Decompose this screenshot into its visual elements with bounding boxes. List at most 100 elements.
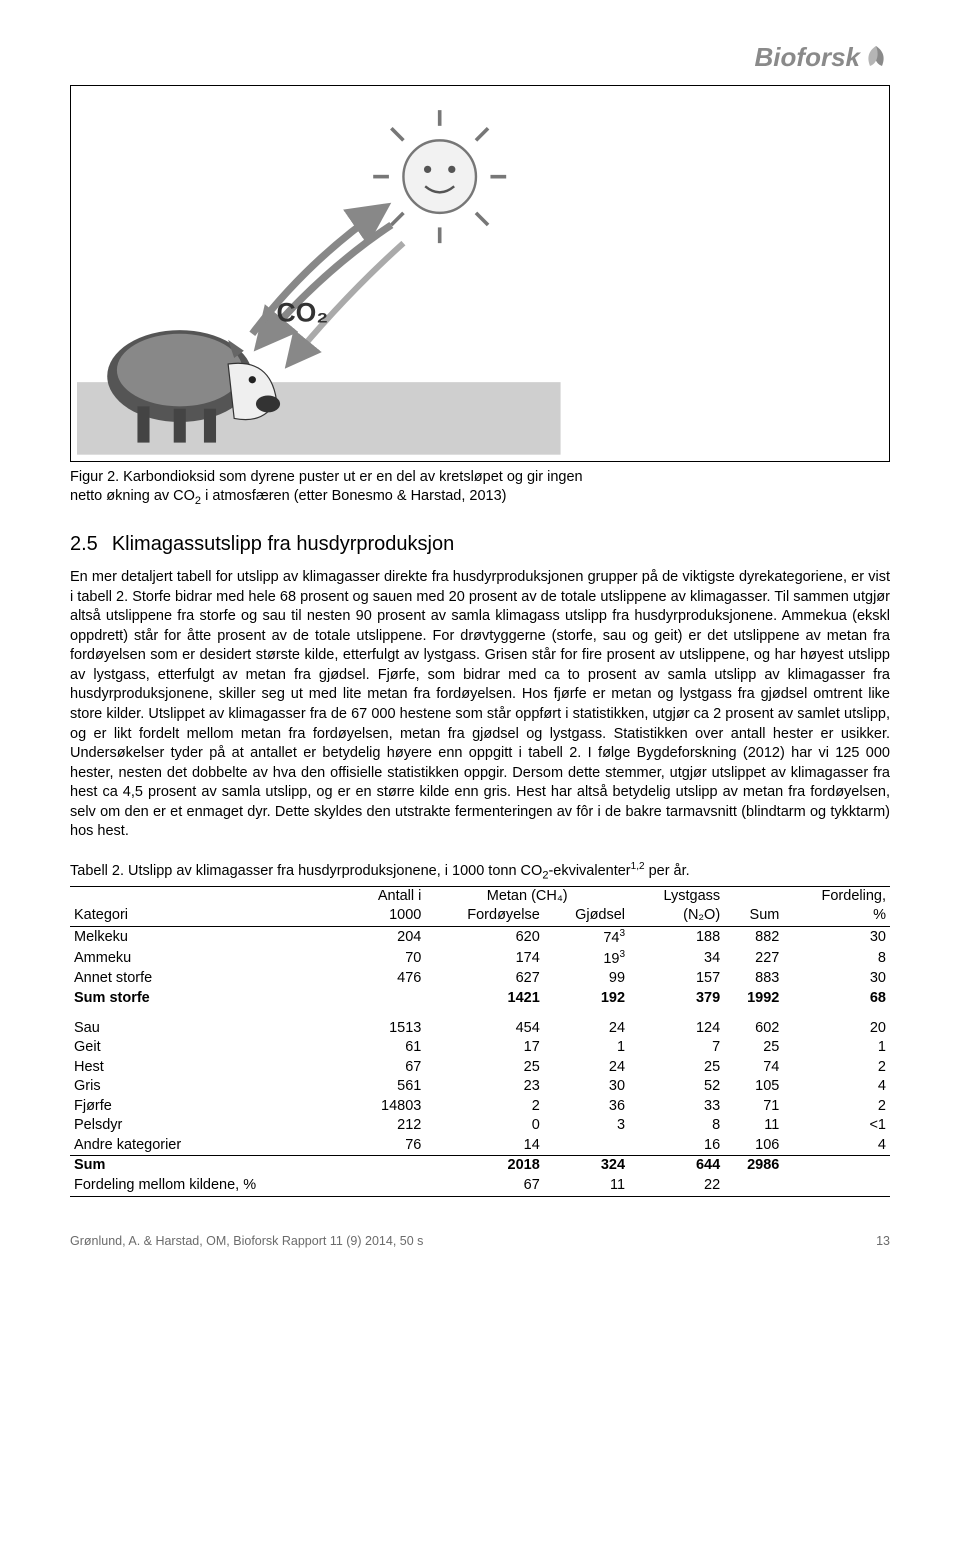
cell-fordoyelse: 627 [425, 969, 543, 989]
table-row: Andre kategorier7614161064 [70, 1136, 890, 1156]
row-sum-total: Sum20183246442986 [70, 1156, 890, 1176]
cell-fordoyelse: 23 [425, 1077, 543, 1097]
cell-gjodsel: 24 [544, 1058, 629, 1078]
cell-sum: 74 [724, 1058, 783, 1078]
cell-kategori: Andre kategorier [70, 1136, 350, 1156]
leaf-icon [862, 44, 890, 72]
cell-lystgass: 124 [629, 1019, 724, 1039]
cell-gjodsel: 324 [544, 1156, 629, 1176]
cell-gjodsel: 30 [544, 1077, 629, 1097]
th-metan: Metan (CH₄) [425, 886, 629, 906]
cell-pct: 1 [783, 1038, 890, 1058]
cell-lystgass: 22 [629, 1176, 724, 1196]
cell-gjodsel: 99 [544, 969, 629, 989]
cell-lystgass: 52 [629, 1077, 724, 1097]
cell-pct: 68 [783, 989, 890, 1009]
th-kategori: Kategori [70, 886, 350, 926]
cell-pct [783, 1156, 890, 1176]
cell-lystgass: 188 [629, 926, 724, 948]
th-antall-top: Antall i [350, 886, 426, 906]
cell-kategori: Geit [70, 1038, 350, 1058]
cell-lystgass: 33 [629, 1097, 724, 1117]
cell-kategori: Fjørfe [70, 1097, 350, 1117]
cell-kategori: Fordeling mellom kildene, % [70, 1176, 350, 1196]
cell-gjodsel: 192 [544, 989, 629, 1009]
cell-antall: 67 [350, 1058, 426, 1078]
cell-gjodsel: 743 [544, 926, 629, 948]
th-lystgass-bot: (N₂O) [629, 906, 724, 926]
cell-kategori: Gris [70, 1077, 350, 1097]
cell-kategori: Hest [70, 1058, 350, 1078]
cell-fordoyelse: 1421 [425, 989, 543, 1009]
cell-antall: 476 [350, 969, 426, 989]
cell-pct: 4 [783, 1077, 890, 1097]
cell-lystgass: 25 [629, 1058, 724, 1078]
cell-gjodsel: 3 [544, 1116, 629, 1136]
table-row: Sau15134542412460220 [70, 1019, 890, 1039]
table-row: Melkeku20462074318888230 [70, 926, 890, 948]
cell-antall [350, 1176, 426, 1196]
cell-gjodsel: 24 [544, 1019, 629, 1039]
cell-fordoyelse: 67 [425, 1176, 543, 1196]
cell-fordoyelse: 174 [425, 948, 543, 969]
cell-kategori: Pelsdyr [70, 1116, 350, 1136]
cell-pct: <1 [783, 1116, 890, 1136]
cell-lystgass: 379 [629, 989, 724, 1009]
cell-pct: 20 [783, 1019, 890, 1039]
cell-lystgass: 16 [629, 1136, 724, 1156]
cell-sum: 602 [724, 1019, 783, 1039]
cell-fordoyelse: 14 [425, 1136, 543, 1156]
co2-label: CO₂ [276, 298, 328, 328]
table-row: Pelsdyr21203811<1 [70, 1116, 890, 1136]
cell-kategori: Annet storfe [70, 969, 350, 989]
table-row: Gris5612330521054 [70, 1077, 890, 1097]
body-paragraph: En mer detaljert tabell for utslipp av k… [70, 568, 890, 842]
cell-kategori: Sum [70, 1156, 350, 1176]
th-fordeling-top: Fordeling, [783, 886, 890, 906]
cell-fordoyelse: 2 [425, 1097, 543, 1117]
section-number: 2.5 [70, 533, 98, 555]
cell-gjodsel [544, 1136, 629, 1156]
cell-sum: 71 [724, 1097, 783, 1117]
cell-fordoyelse: 25 [425, 1058, 543, 1078]
th-lystgass-top: Lystgass [629, 886, 724, 906]
table-row: Geit611717251 [70, 1038, 890, 1058]
section-heading: 2.5Klimagassutslipp fra husdyrproduksjon [70, 531, 890, 558]
cell-kategori: Ammeku [70, 948, 350, 969]
cell-gjodsel: 36 [544, 1097, 629, 1117]
figure-2-image: CO₂ [71, 86, 889, 461]
cell-pct: 8 [783, 948, 890, 969]
cell-pct: 2 [783, 1097, 890, 1117]
cell-sum: 882 [724, 926, 783, 948]
cell-lystgass: 157 [629, 969, 724, 989]
cell-kategori: Melkeku [70, 926, 350, 948]
page-number: 13 [876, 1233, 890, 1250]
table-row: Ammeku70174193342278 [70, 948, 890, 969]
cell-lystgass: 7 [629, 1038, 724, 1058]
cell-antall: 561 [350, 1077, 426, 1097]
th-fordoyelse: Fordøyelse [425, 906, 543, 926]
table-row: Fjørfe1480323633712 [70, 1097, 890, 1117]
cell-lystgass: 34 [629, 948, 724, 969]
cell-antall: 212 [350, 1116, 426, 1136]
cell-gjodsel: 1 [544, 1038, 629, 1058]
table-2: Kategori Antall i Metan (CH₄) Lystgass F… [70, 886, 890, 1197]
cell-fordoyelse: 0 [425, 1116, 543, 1136]
cell-antall [350, 989, 426, 1009]
th-sum: Sum [724, 906, 783, 926]
cell-sum: 105 [724, 1077, 783, 1097]
cell-sum: 883 [724, 969, 783, 989]
cell-sum: 106 [724, 1136, 783, 1156]
cell-lystgass: 8 [629, 1116, 724, 1136]
cell-pct [783, 1176, 890, 1196]
cell-pct: 30 [783, 926, 890, 948]
figure-2-box: CO₂ [70, 85, 890, 462]
cell-gjodsel: 11 [544, 1176, 629, 1196]
cell-antall: 61 [350, 1038, 426, 1058]
logo-text: Bioforsk [755, 40, 860, 75]
cell-sum: 11 [724, 1116, 783, 1136]
cell-sum [724, 1176, 783, 1196]
header-logo-wrap: Bioforsk [70, 40, 890, 75]
cell-gjodsel: 193 [544, 948, 629, 969]
page-footer: Grønlund, A. & Harstad, OM, Bioforsk Rap… [70, 1233, 890, 1250]
